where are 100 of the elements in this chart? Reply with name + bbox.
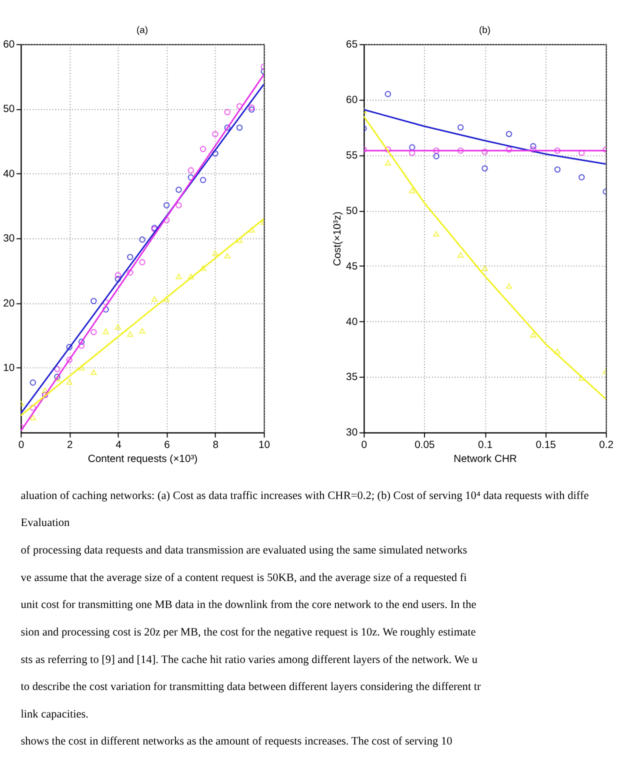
x-tick-label: 0.05: [414, 440, 436, 451]
x-tick-label: 0.15: [536, 440, 556, 451]
point: [78, 338, 85, 345]
point: [482, 165, 488, 172]
point: [176, 274, 182, 280]
point: [408, 150, 416, 156]
point: [102, 328, 109, 334]
point: [90, 328, 97, 336]
point: [457, 252, 464, 258]
point: [506, 283, 512, 289]
point: [163, 217, 170, 224]
text: unit cost for transmitting one MB data in the downlink from the core network to the end users. In the: [20, 599, 476, 612]
x-axis-title: Network CHR: [454, 454, 517, 466]
text: to describe the cost variation for transmitting data between different layers considering the different tr: [20, 681, 482, 694]
point: [176, 202, 182, 208]
x-tick-label: 8: [212, 440, 219, 451]
text: shows the cost in different networks as the amount of requests increases. The cost of serving 10: [20, 736, 453, 748]
y-tick-label: 45: [346, 261, 358, 272]
point: [554, 348, 561, 354]
point: [30, 379, 36, 386]
point: [139, 236, 146, 243]
x-tick-label: 4: [116, 440, 122, 451]
text: sts as referring to [9] and [14]. The cache hit ratio varies among different layers of the network. We u: [20, 654, 478, 666]
point: [163, 296, 170, 302]
point: [90, 298, 97, 304]
y-tick-label: 30: [3, 234, 15, 245]
point: [236, 237, 243, 244]
point: [530, 146, 536, 153]
point: [212, 130, 218, 138]
point: [530, 332, 536, 338]
y-tick-label: 60: [3, 39, 15, 50]
point: [224, 124, 231, 131]
point: [200, 265, 206, 271]
point: [248, 227, 255, 233]
y-tick-label: 50: [346, 206, 358, 217]
point: [114, 276, 122, 282]
x-tick-label: 0: [18, 440, 24, 451]
point: [139, 259, 146, 266]
point: [578, 375, 585, 381]
text: sion and processing cost is 20z per MB, the cost for the negative request is 10z. We roughly estimate: [20, 626, 476, 638]
y-axis-title: Cost(×10³z): [332, 212, 344, 266]
point: [384, 90, 392, 98]
point: [457, 148, 464, 154]
y-tick-label: 40: [3, 168, 15, 180]
y-tick-label: 20: [3, 298, 15, 310]
point: [457, 124, 464, 130]
point: [212, 250, 218, 256]
point: [578, 150, 585, 156]
point: [200, 176, 206, 184]
line-series: [364, 116, 606, 400]
y-tick-label: 50: [3, 104, 15, 116]
point: [384, 160, 392, 166]
point: [236, 124, 243, 131]
point: [224, 108, 231, 116]
x-tick-label: 0.2: [599, 440, 614, 451]
line-series: [364, 108, 606, 165]
text: of processing data requests and data transmission are evaluated using the same simulated networks: [20, 544, 468, 556]
point: [188, 274, 194, 280]
point: [578, 174, 585, 180]
point: [163, 202, 170, 208]
text: Evaluation: [20, 517, 70, 530]
x-tick-label: 0.1: [478, 440, 493, 451]
point: [30, 414, 36, 420]
point: [126, 269, 134, 276]
point: [42, 388, 48, 394]
chart-title: (a): [136, 24, 148, 35]
point: [90, 369, 97, 375]
x-tick-label: 2: [66, 440, 73, 451]
x-tick-label: 6: [164, 440, 170, 451]
point: [30, 404, 36, 411]
point: [66, 379, 72, 385]
y-tick-label: 55: [346, 150, 358, 162]
point: [506, 130, 512, 138]
point: [188, 167, 194, 174]
point: [54, 366, 60, 372]
y-tick-label: 10: [3, 362, 15, 374]
point: [66, 356, 72, 364]
point: [408, 144, 416, 150]
point: [151, 296, 158, 302]
point: [212, 150, 218, 157]
point: [506, 146, 512, 153]
text: aluation of caching networks: (a) Cost as data traffic increases with CHR=0.2; (b) Cost of serving 10⁴ data requests with diffe: [20, 490, 589, 502]
point: [236, 103, 243, 110]
chart-title: (b): [479, 24, 491, 35]
y-tick-label: 60: [346, 94, 358, 106]
point: [78, 364, 85, 370]
point: [114, 272, 122, 278]
point: [554, 148, 561, 154]
point: [139, 328, 146, 334]
y-tick-label: 65: [346, 39, 358, 50]
point: [482, 265, 488, 272]
x-axis-title: Content requests (×10³): [88, 454, 198, 466]
point: [482, 148, 488, 155]
point: [102, 306, 109, 313]
point: [200, 146, 206, 152]
point: [408, 188, 416, 194]
point: [433, 153, 440, 160]
point: [433, 148, 440, 154]
point: [66, 344, 72, 350]
text: link capacities.: [20, 708, 89, 720]
